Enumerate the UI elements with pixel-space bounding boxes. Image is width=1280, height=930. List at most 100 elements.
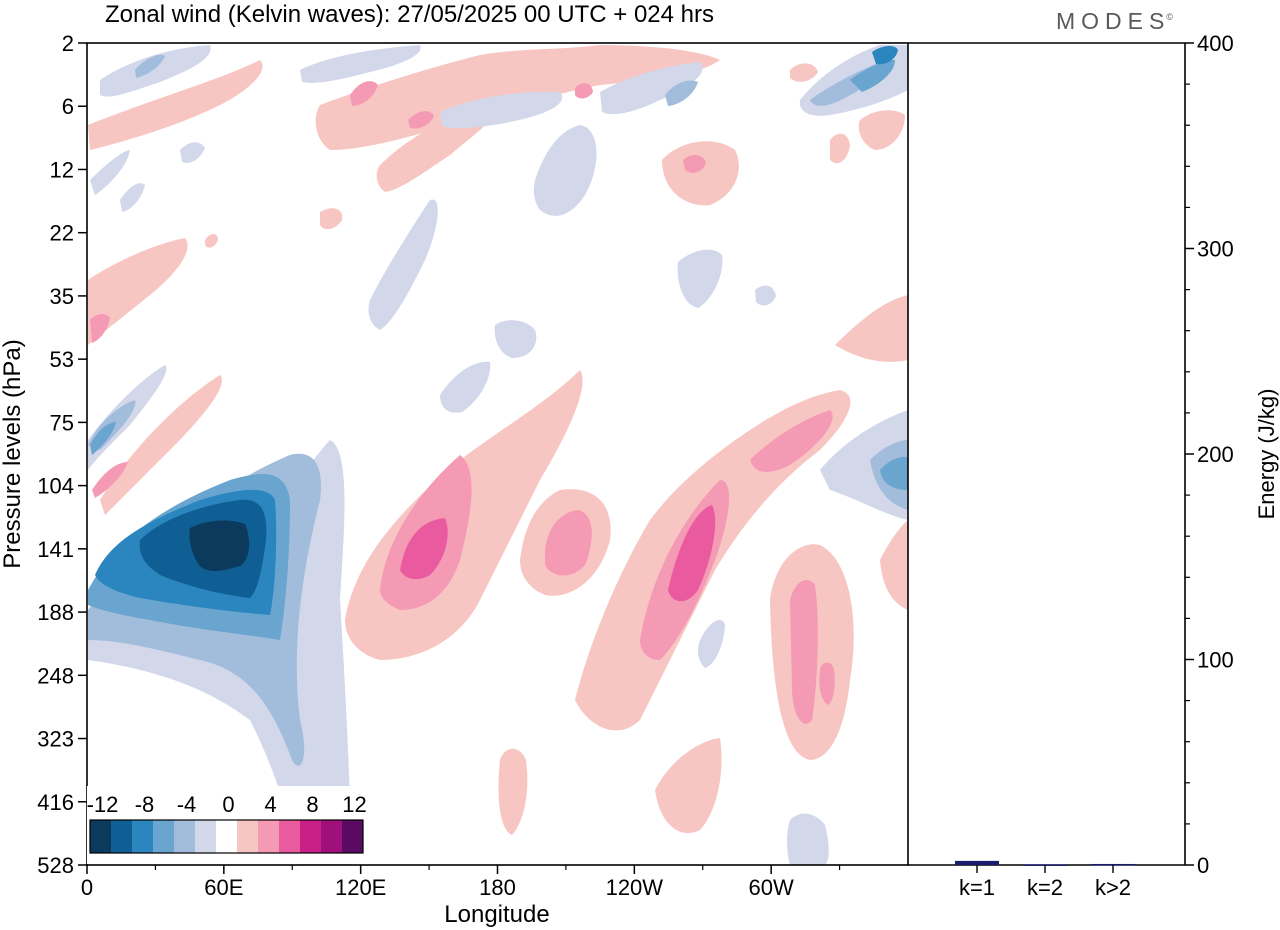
contour-band bbox=[662, 141, 739, 206]
colorbar-swatch bbox=[258, 820, 279, 853]
x-axis-label: Longitude bbox=[444, 901, 549, 928]
colorbar-label: -4 bbox=[177, 792, 197, 817]
colorbar-label: 12 bbox=[342, 792, 366, 817]
contour-band bbox=[120, 183, 145, 212]
contour-band bbox=[665, 80, 698, 106]
y-tick-label: 104 bbox=[37, 474, 74, 499]
colorbar-swatch bbox=[111, 820, 132, 853]
colorbar-swatch bbox=[195, 820, 216, 853]
contour-band bbox=[498, 748, 528, 835]
contour-band bbox=[819, 662, 835, 705]
y-tick-label: 75 bbox=[50, 410, 74, 435]
colorbar-swatch bbox=[237, 820, 258, 853]
contour-band bbox=[440, 361, 491, 413]
colorbar-swatch bbox=[321, 820, 342, 853]
contour-band bbox=[205, 234, 218, 248]
contour-band bbox=[835, 295, 908, 362]
contour-band bbox=[100, 45, 211, 97]
contour-band bbox=[180, 142, 205, 163]
y-tick-label: 416 bbox=[37, 790, 74, 815]
contour-band bbox=[90, 314, 110, 343]
energy-tick-label: 300 bbox=[1197, 237, 1234, 262]
y-tick-label: 22 bbox=[50, 221, 74, 246]
contour-band bbox=[92, 462, 128, 498]
y-tick-label: 248 bbox=[37, 663, 74, 688]
contour-band bbox=[135, 54, 165, 78]
contour-band bbox=[368, 199, 438, 330]
contour-band bbox=[755, 285, 776, 306]
contour-band bbox=[300, 45, 421, 83]
energy-tick-label: 400 bbox=[1197, 31, 1234, 56]
colorbar-swatch bbox=[132, 820, 153, 853]
contour-band bbox=[790, 63, 818, 82]
colorbar-swatch bbox=[174, 820, 195, 853]
contour-band bbox=[790, 580, 818, 724]
contour-band bbox=[830, 133, 850, 164]
colorbar: -12 -8 -4 0 4 8 12 bbox=[87, 786, 387, 864]
contour-band bbox=[100, 375, 222, 515]
y-tick-label: 53 bbox=[50, 347, 74, 372]
contour-band bbox=[655, 738, 722, 834]
x-tick-label: 120E bbox=[335, 875, 386, 900]
y-tick-label: 141 bbox=[37, 537, 74, 562]
contour-band bbox=[850, 60, 895, 92]
contour-band bbox=[750, 410, 833, 472]
colorbar-swatch bbox=[300, 820, 321, 853]
energy-bar bbox=[955, 860, 999, 865]
contour-band bbox=[787, 813, 829, 865]
contour-band bbox=[600, 62, 703, 115]
contour-band bbox=[90, 150, 130, 195]
colorbar-swatch bbox=[216, 820, 237, 853]
contour-band bbox=[683, 154, 706, 173]
contour-band bbox=[668, 505, 716, 602]
y-axis-label: Pressure levels (hPa) bbox=[0, 339, 26, 568]
contour-band bbox=[189, 520, 250, 572]
colorbar-swatch bbox=[153, 820, 174, 853]
contour-band bbox=[575, 83, 593, 99]
energy-tick-label: 200 bbox=[1197, 442, 1234, 467]
contour-band bbox=[545, 510, 592, 576]
colorbar-label: -12 bbox=[87, 792, 119, 817]
colorbar-frame bbox=[89, 819, 364, 854]
contour-band bbox=[533, 125, 597, 216]
colorbar-swatch bbox=[342, 820, 363, 853]
contour-band bbox=[320, 208, 343, 230]
y-tick-label: 2 bbox=[62, 31, 74, 56]
energy-tick-label: 0 bbox=[1197, 853, 1209, 878]
contour-band bbox=[88, 238, 188, 345]
contour-band bbox=[697, 620, 725, 668]
contour-band bbox=[408, 111, 434, 129]
y-tick-label: 12 bbox=[50, 157, 74, 182]
contour-band bbox=[880, 520, 908, 610]
energy-category-label: k=2 bbox=[1027, 875, 1063, 900]
contour-band bbox=[350, 81, 378, 106]
x-tick-label: 180 bbox=[479, 875, 516, 900]
energy-category-label: k=1 bbox=[959, 875, 995, 900]
contour-band bbox=[858, 110, 905, 150]
y-tick-label: 35 bbox=[50, 284, 74, 309]
chart-title: Zonal wind (Kelvin waves): 27/05/2025 00… bbox=[105, 1, 714, 28]
contour-band bbox=[440, 91, 563, 129]
contour-band bbox=[88, 60, 263, 150]
y-tick-label: 528 bbox=[37, 853, 74, 878]
colorbar-label: 8 bbox=[306, 792, 318, 817]
x-tick-label: 0 bbox=[81, 875, 93, 900]
contour-band bbox=[677, 249, 723, 308]
colorbar-label: -8 bbox=[135, 792, 155, 817]
colorbar-label: 0 bbox=[222, 792, 234, 817]
colorbar-swatch bbox=[90, 820, 111, 853]
contour-field bbox=[88, 45, 908, 865]
y-tick-label: 323 bbox=[37, 727, 74, 752]
contour-band bbox=[494, 320, 537, 358]
contour-band bbox=[872, 46, 898, 65]
energy-axis-label: Energy (J/kg) bbox=[1254, 389, 1279, 520]
x-tick-label: 120W bbox=[606, 875, 664, 900]
contour-band bbox=[880, 456, 908, 490]
y-tick-label: 6 bbox=[62, 94, 74, 119]
x-tick-label: 60E bbox=[204, 875, 243, 900]
colorbar-label: 4 bbox=[264, 792, 276, 817]
y-tick-label: 188 bbox=[37, 600, 74, 625]
energy-tick-label: 100 bbox=[1197, 648, 1234, 673]
